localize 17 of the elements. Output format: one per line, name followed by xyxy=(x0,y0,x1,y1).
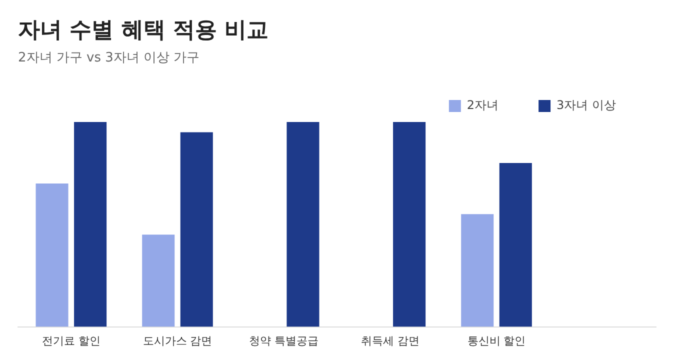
legend-label: 2자녀 xyxy=(466,98,499,112)
bar xyxy=(142,234,175,327)
x-tick-label: 도시가스 감면 xyxy=(142,334,212,348)
legend-label: 3자녀 이상 xyxy=(556,98,616,112)
bar xyxy=(36,183,68,327)
chart-subtitle: 2자녀 가구 vs 3자녀 이상 가구 xyxy=(18,50,200,66)
x-tick-label: 청약 특별공급 xyxy=(249,334,319,348)
bar xyxy=(499,162,532,327)
x-tick-label: 통신비 할인 xyxy=(467,334,526,348)
bar xyxy=(461,214,494,327)
bar xyxy=(286,122,320,327)
bar xyxy=(180,132,213,327)
chart-title: 자녀 수별 혜택 적용 비교 xyxy=(18,18,269,43)
x-tick-label: 전기료 할인 xyxy=(42,334,100,348)
x-tick-label: 취득세 감면 xyxy=(360,334,420,348)
bar xyxy=(393,122,426,327)
bar xyxy=(74,122,107,327)
